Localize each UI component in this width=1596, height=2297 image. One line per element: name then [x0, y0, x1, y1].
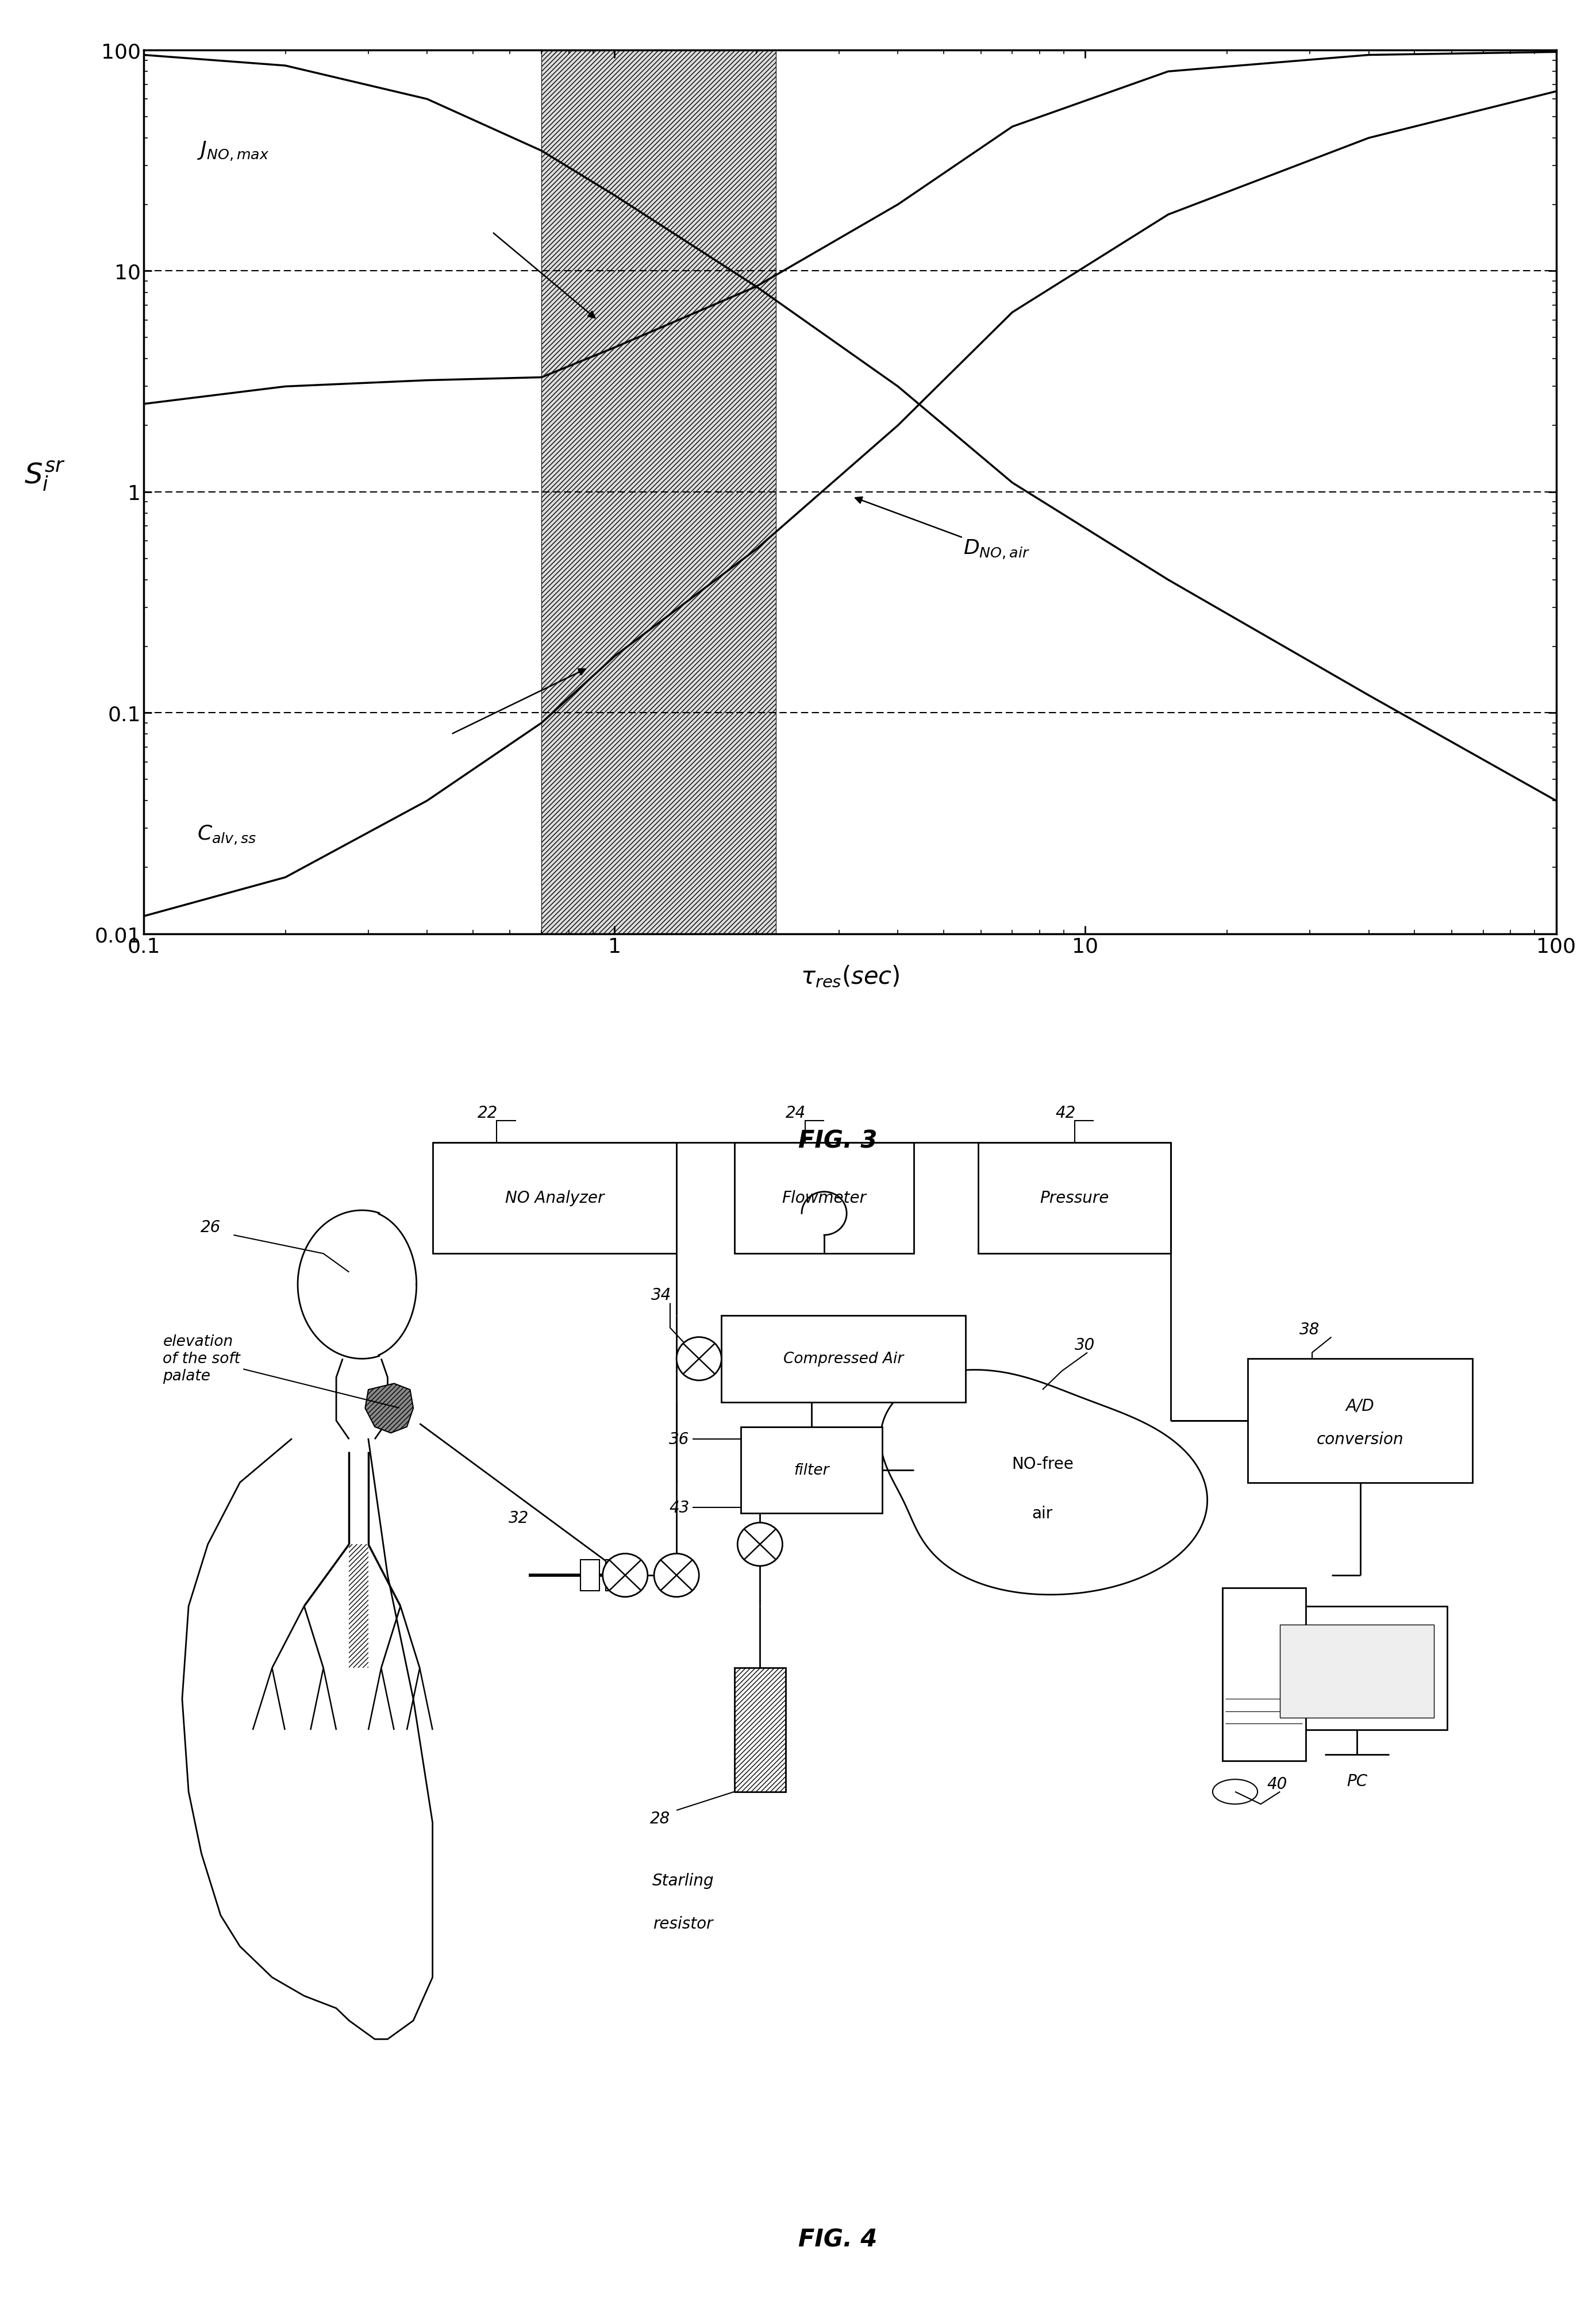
- Text: A/D: A/D: [1345, 1397, 1374, 1413]
- FancyBboxPatch shape: [978, 1142, 1171, 1254]
- Text: $\mathit{D}_{\mathit{NO,air}}$: $\mathit{D}_{\mathit{NO,air}}$: [962, 537, 1029, 560]
- FancyBboxPatch shape: [734, 1142, 915, 1254]
- Text: 34: 34: [651, 1286, 670, 1302]
- Text: 26: 26: [201, 1220, 220, 1236]
- FancyBboxPatch shape: [433, 1142, 677, 1254]
- FancyBboxPatch shape: [1267, 1606, 1448, 1730]
- Polygon shape: [881, 1369, 1207, 1594]
- X-axis label: $\tau_{\mathit{res}}(\mathit{sec})$: $\tau_{\mathit{res}}(\mathit{sec})$: [800, 965, 900, 990]
- Polygon shape: [365, 1383, 413, 1433]
- FancyBboxPatch shape: [1280, 1624, 1435, 1718]
- Text: $\mathit{C}_{\mathit{alv,ss}}$: $\mathit{C}_{\mathit{alv,ss}}$: [198, 825, 257, 848]
- Y-axis label: $\mathit{S_i^{sr}}$: $\mathit{S_i^{sr}}$: [24, 459, 65, 492]
- FancyBboxPatch shape: [721, 1316, 966, 1401]
- Circle shape: [677, 1337, 721, 1380]
- Text: 42: 42: [1055, 1105, 1076, 1121]
- FancyBboxPatch shape: [1223, 1587, 1306, 1762]
- Text: conversion: conversion: [1317, 1431, 1404, 1447]
- FancyBboxPatch shape: [741, 1426, 883, 1514]
- Text: elevation
of the soft
palate: elevation of the soft palate: [163, 1335, 399, 1408]
- Text: NO-free: NO-free: [1012, 1456, 1074, 1472]
- Text: Pressure: Pressure: [1041, 1190, 1109, 1206]
- Text: Flowmeter: Flowmeter: [782, 1190, 867, 1206]
- Circle shape: [654, 1553, 699, 1596]
- Text: 32: 32: [509, 1509, 528, 1525]
- Text: Starling: Starling: [653, 1872, 713, 1888]
- FancyBboxPatch shape: [734, 1668, 785, 1792]
- Text: NO Analyzer: NO Analyzer: [504, 1190, 603, 1206]
- Circle shape: [737, 1523, 782, 1567]
- Text: 36: 36: [669, 1431, 689, 1447]
- Text: 30: 30: [1074, 1337, 1095, 1353]
- Text: resistor: resistor: [653, 1916, 713, 1932]
- Text: $\mathit{J}_{\mathit{NO,max}}$: $\mathit{J}_{\mathit{NO,max}}$: [198, 140, 270, 163]
- Text: PC: PC: [1347, 1773, 1368, 1789]
- Text: 24: 24: [785, 1105, 806, 1121]
- Text: 38: 38: [1299, 1321, 1320, 1337]
- FancyBboxPatch shape: [1248, 1360, 1473, 1482]
- FancyBboxPatch shape: [581, 1560, 600, 1592]
- Text: FIG. 3: FIG. 3: [798, 1128, 878, 1153]
- Text: filter: filter: [793, 1463, 828, 1477]
- Text: air: air: [1033, 1505, 1053, 1521]
- Text: 22: 22: [477, 1105, 498, 1121]
- Text: Compressed Air: Compressed Air: [784, 1351, 903, 1367]
- Text: 28: 28: [650, 1810, 670, 1826]
- FancyBboxPatch shape: [606, 1560, 622, 1592]
- Circle shape: [603, 1553, 648, 1596]
- Text: 40: 40: [1267, 1776, 1288, 1792]
- Text: FIG. 4: FIG. 4: [798, 2226, 878, 2251]
- Text: 43: 43: [669, 1500, 689, 1516]
- Bar: [541, 0, 776, 935]
